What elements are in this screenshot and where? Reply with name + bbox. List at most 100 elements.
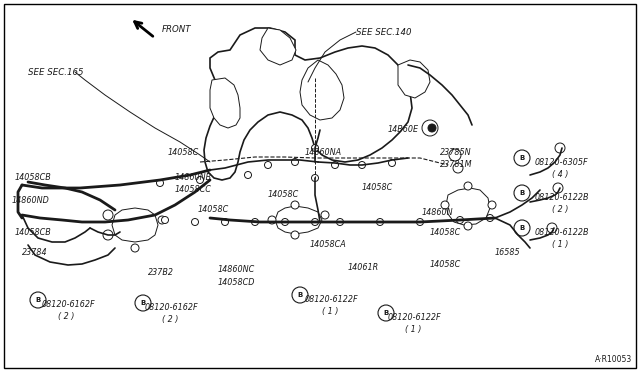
Circle shape <box>428 124 436 132</box>
Circle shape <box>388 160 396 167</box>
Circle shape <box>291 201 299 209</box>
Circle shape <box>417 218 424 225</box>
Text: SEE SEC.140: SEE SEC.140 <box>356 28 412 37</box>
Text: 14058C: 14058C <box>362 183 393 192</box>
Text: 14860NB: 14860NB <box>175 173 212 182</box>
Text: 14058CB: 14058CB <box>15 228 52 237</box>
Circle shape <box>449 149 461 161</box>
Text: 23784: 23784 <box>22 248 47 257</box>
Text: B: B <box>383 310 388 316</box>
Circle shape <box>312 144 319 151</box>
Polygon shape <box>260 28 296 65</box>
Circle shape <box>264 161 271 169</box>
Circle shape <box>196 176 204 183</box>
Text: 14058CA: 14058CA <box>310 240 347 249</box>
Text: B: B <box>140 300 146 306</box>
Text: 14058C: 14058C <box>430 228 461 237</box>
Text: 23781M: 23781M <box>440 160 472 169</box>
Text: 14061R: 14061R <box>348 263 379 272</box>
Text: ( 2 ): ( 2 ) <box>162 315 179 324</box>
Circle shape <box>456 217 463 224</box>
Circle shape <box>378 305 394 321</box>
Text: B: B <box>298 292 303 298</box>
Text: 14058CC: 14058CC <box>175 185 212 194</box>
Text: SEE SEC.165: SEE SEC.165 <box>28 68 83 77</box>
Circle shape <box>488 201 496 209</box>
Circle shape <box>312 174 319 182</box>
Circle shape <box>321 211 329 219</box>
Circle shape <box>103 210 113 220</box>
Text: ( 1 ): ( 1 ) <box>322 307 339 316</box>
Text: 08120-6122F: 08120-6122F <box>305 295 358 304</box>
Circle shape <box>292 287 308 303</box>
Text: ( 1 ): ( 1 ) <box>405 325 421 334</box>
Text: ( 2 ): ( 2 ) <box>552 205 568 214</box>
Text: 14860ND: 14860ND <box>12 196 50 205</box>
Text: 14058CB: 14058CB <box>15 173 52 182</box>
Circle shape <box>282 218 289 225</box>
Text: 08120-6122B: 08120-6122B <box>535 193 589 202</box>
Text: A·R10053: A·R10053 <box>595 355 632 364</box>
Circle shape <box>547 223 557 233</box>
Text: B: B <box>520 225 525 231</box>
Circle shape <box>291 231 299 239</box>
Circle shape <box>441 201 449 209</box>
Text: B: B <box>520 190 525 196</box>
Circle shape <box>453 163 463 173</box>
Polygon shape <box>275 206 322 234</box>
Text: 08120-6122F: 08120-6122F <box>388 313 442 322</box>
Circle shape <box>191 218 198 225</box>
Text: ( 1 ): ( 1 ) <box>552 240 568 249</box>
Polygon shape <box>112 208 158 242</box>
Circle shape <box>252 218 259 225</box>
Circle shape <box>376 218 383 225</box>
Text: 14B60E: 14B60E <box>388 125 419 134</box>
Text: 08120-6122B: 08120-6122B <box>535 228 589 237</box>
Text: ( 2 ): ( 2 ) <box>58 312 74 321</box>
Text: 08120-6305F: 08120-6305F <box>535 158 589 167</box>
Text: 08120-6162F: 08120-6162F <box>145 303 198 312</box>
Text: 14058C: 14058C <box>268 190 300 199</box>
Text: FRONT: FRONT <box>162 25 191 34</box>
Circle shape <box>30 292 46 308</box>
Text: 14058CD: 14058CD <box>218 278 255 287</box>
Text: 14058C: 14058C <box>430 260 461 269</box>
Polygon shape <box>204 28 412 180</box>
Circle shape <box>221 218 228 225</box>
Circle shape <box>332 161 339 169</box>
Circle shape <box>158 216 166 224</box>
Text: 237B2: 237B2 <box>148 268 174 277</box>
Circle shape <box>268 216 276 224</box>
Circle shape <box>337 218 344 225</box>
Text: 14058C: 14058C <box>198 205 229 214</box>
Text: 14860NA: 14860NA <box>305 148 342 157</box>
Circle shape <box>131 244 139 252</box>
Circle shape <box>464 182 472 190</box>
Text: B: B <box>35 297 40 303</box>
Polygon shape <box>446 188 490 225</box>
Text: 16585: 16585 <box>495 248 520 257</box>
Text: 14860NC: 14860NC <box>218 265 255 274</box>
Circle shape <box>312 218 319 225</box>
Text: 14860N: 14860N <box>422 208 454 217</box>
Circle shape <box>103 230 113 240</box>
Polygon shape <box>300 60 344 120</box>
Circle shape <box>514 220 530 236</box>
Circle shape <box>555 143 565 153</box>
Text: 14058C: 14058C <box>168 148 199 157</box>
Circle shape <box>358 161 365 169</box>
Circle shape <box>161 217 168 224</box>
Text: 08120-6162F: 08120-6162F <box>42 300 95 309</box>
Circle shape <box>135 295 151 311</box>
Text: ( 4 ): ( 4 ) <box>552 170 568 179</box>
Circle shape <box>486 215 493 221</box>
Circle shape <box>422 120 438 136</box>
Circle shape <box>514 185 530 201</box>
Circle shape <box>464 222 472 230</box>
Circle shape <box>291 158 298 166</box>
Circle shape <box>244 171 252 179</box>
Text: B: B <box>520 155 525 161</box>
Text: 23785N: 23785N <box>440 148 472 157</box>
Circle shape <box>157 180 163 186</box>
Circle shape <box>514 150 530 166</box>
